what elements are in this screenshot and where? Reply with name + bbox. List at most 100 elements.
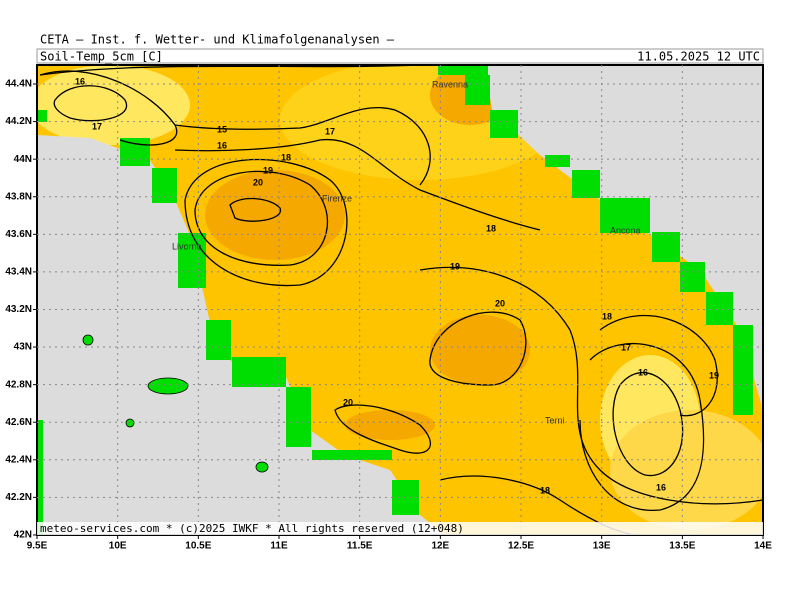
contour-line	[612, 371, 684, 477]
cool-region	[610, 410, 763, 530]
coast-cell	[120, 138, 150, 166]
coast-cell	[438, 65, 488, 75]
contour-label: 20	[495, 298, 505, 308]
lat-tick-label: 44N	[14, 154, 32, 165]
lon-tick-label: 10.5E	[185, 541, 211, 552]
adriatic-sea	[485, 65, 763, 410]
coast-cells	[37, 65, 753, 535]
coast-cell	[706, 292, 733, 325]
lon-tick-label: 13.5E	[669, 541, 695, 552]
island	[147, 377, 189, 395]
coast-cell	[545, 155, 570, 167]
coast-cell	[465, 75, 490, 105]
coast-cell	[680, 262, 705, 292]
contour-line	[194, 170, 329, 266]
lat-tick-label: 44.4N	[5, 79, 32, 90]
warm-region	[345, 410, 435, 440]
contour-line	[419, 266, 763, 505]
city-label: Firenze	[322, 193, 352, 203]
coast-cell	[600, 198, 650, 233]
lat-tick-label: 42N	[14, 530, 32, 541]
coast-cell	[490, 110, 518, 138]
header-title: CETA — Inst. f. Wetter- und Klimafolgena…	[40, 33, 395, 47]
contour-label: 17	[92, 121, 102, 131]
contour-line	[39, 65, 421, 76]
contour-label: 18	[602, 311, 612, 321]
warm-region	[430, 315, 530, 385]
coast-cell	[286, 387, 311, 447]
header-bar	[36, 48, 764, 64]
city-label: Livorno	[172, 241, 202, 251]
contour-label: 17	[621, 342, 631, 352]
contour-line	[39, 70, 178, 146]
contour-line	[174, 138, 541, 231]
lon-tick-label: 11.5E	[347, 541, 373, 552]
lat-tick-label: 43.8N	[5, 191, 32, 202]
contour-label: 16	[656, 482, 666, 492]
lon-tick-label: 12.5E	[508, 541, 534, 552]
city-label: Ravenna	[432, 79, 468, 89]
valid-time: 11.05.2025 12 UTC	[637, 50, 760, 64]
graticule: 44.4N 44.2N 44N 43.8N 43.6N 43.4N 43.2N 43N 42.8…	[5, 65, 772, 552]
cool-region	[37, 65, 190, 145]
footer-bar	[37, 522, 763, 535]
coast-cell	[392, 480, 419, 515]
contour-label: 16	[75, 76, 85, 86]
lat-tick-label: 42.8N	[5, 379, 32, 390]
city-label: Terni	[545, 415, 565, 425]
lon-tick-label: 14E	[754, 541, 772, 552]
coast-cell	[37, 420, 43, 535]
contour-label: 17	[325, 126, 335, 136]
lat-tick-label: 43.4N	[5, 267, 32, 278]
contour-label: 16	[638, 367, 648, 377]
lon-tick-label: 11E	[270, 541, 288, 552]
contour-label: 20	[343, 397, 353, 407]
coast-cell	[232, 357, 286, 387]
city-label: Ancona	[610, 225, 641, 235]
coast-cell	[572, 170, 600, 198]
map-area	[37, 65, 763, 535]
coast-cell	[652, 232, 680, 262]
coast-cell	[733, 325, 753, 415]
island	[255, 461, 269, 473]
contour-line	[429, 311, 527, 386]
contour-line	[53, 85, 128, 122]
coast-cell	[37, 110, 47, 122]
lon-tick-label: 13E	[593, 541, 611, 552]
footer: meteo-services.com * (c)2025 IWKF * All …	[40, 522, 464, 535]
island	[125, 418, 135, 428]
contour-label: 16	[217, 140, 227, 150]
contour-line	[229, 197, 281, 222]
coast-cell	[152, 168, 177, 203]
lat-tick-label: 43N	[14, 342, 32, 353]
contour-label: 18	[486, 223, 496, 233]
warm-region	[205, 170, 345, 260]
contour-label: 19	[709, 370, 719, 380]
coast-cell	[206, 320, 231, 360]
lat-tick-label: 43.6N	[5, 229, 32, 240]
lon-tick-label: 10E	[109, 541, 127, 552]
island	[82, 334, 94, 346]
contour-label: 20	[253, 177, 263, 187]
lat-tick-label: 43.2N	[5, 304, 32, 315]
contour-line	[184, 158, 348, 287]
coast-cell	[178, 233, 206, 288]
lat-tick-label: 42.6N	[5, 417, 32, 428]
lat-tick-label: 42.4N	[5, 454, 32, 465]
lat-tick-label: 42.2N	[5, 492, 32, 503]
tyrrhenian-sea	[37, 135, 445, 535]
contour-label: 18	[540, 485, 550, 495]
lat-tick-label: 44.2N	[5, 116, 32, 127]
variable: Soil-Temp_5cm [C]	[40, 50, 163, 64]
contour-label: 19	[263, 165, 273, 175]
lon-tick-label: 9.5E	[27, 541, 48, 552]
contour-label: 18	[281, 152, 291, 162]
contour-label: 15	[217, 124, 227, 134]
contour-line	[174, 106, 431, 186]
contour-line	[334, 404, 432, 454]
contour-label: 19	[450, 261, 460, 271]
lon-tick-label: 12E	[431, 541, 449, 552]
coast-cell	[312, 450, 392, 460]
